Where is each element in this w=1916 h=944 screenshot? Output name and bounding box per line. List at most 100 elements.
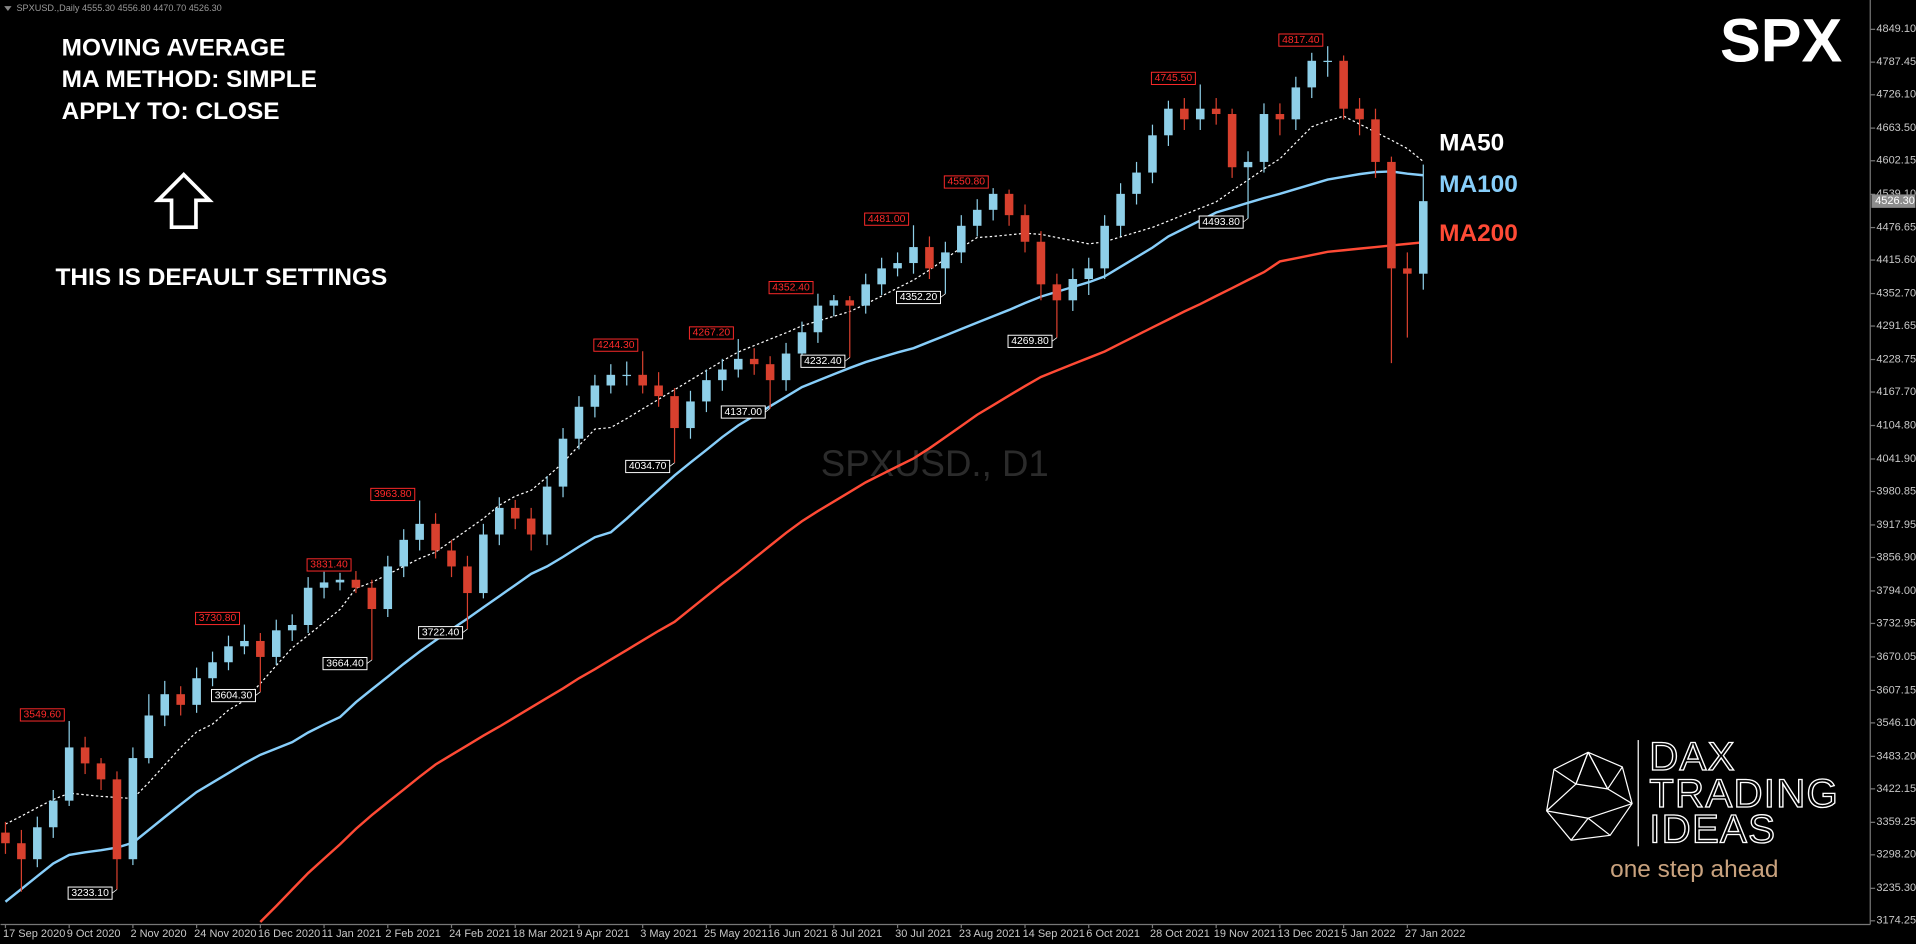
candle-body xyxy=(64,747,74,801)
candle-body xyxy=(813,305,823,333)
candle-body xyxy=(1387,161,1396,269)
x-tick-label: 13 Dec 2021 xyxy=(1277,928,1339,940)
x-tick-label: 16 Jun 2021 xyxy=(768,928,828,940)
logo-shape xyxy=(1546,751,1633,841)
low-label-leader xyxy=(765,408,771,413)
high-label-box xyxy=(195,611,241,626)
low-label: 4232.40 xyxy=(804,356,842,367)
candle-body xyxy=(526,518,536,535)
candle-body xyxy=(877,268,886,285)
candle-body xyxy=(749,358,759,365)
y-tick-label: 3298.20 xyxy=(1876,849,1916,861)
high-label-box xyxy=(864,212,910,226)
candle-body xyxy=(1036,241,1046,285)
candle-body xyxy=(861,284,870,306)
candle-body xyxy=(1259,114,1269,162)
candle-body xyxy=(48,800,58,828)
low-label-box xyxy=(1007,334,1053,348)
high-label: 3730.80 xyxy=(199,613,237,624)
candle-body xyxy=(160,694,170,716)
x-tick-label: 8 Jul 2021 xyxy=(831,928,882,940)
x-tick-label: 27 Jan 2022 xyxy=(1405,928,1465,940)
y-tick-label: 4787.45 xyxy=(1876,56,1916,68)
high-label-box xyxy=(370,487,416,502)
y-tick-label: 3235.30 xyxy=(1876,882,1916,894)
watermark: SPXUSD., D1 xyxy=(821,443,1049,484)
candle-body xyxy=(1291,87,1301,120)
low-label: 3233.10 xyxy=(71,888,109,899)
y-tick-label: 3546.10 xyxy=(1876,717,1916,729)
candle-body xyxy=(319,582,329,588)
y-tick-label: 4228.75 xyxy=(1876,353,1916,365)
candle-body xyxy=(654,385,663,397)
candle-body xyxy=(479,534,488,594)
x-tick-label: 23 Aug 2021 xyxy=(959,928,1021,940)
x-tick-label: 24 Nov 2020 xyxy=(194,928,256,940)
candle-body xyxy=(1132,172,1141,194)
candle-body xyxy=(240,640,249,647)
y-tick-label: 4539.10 xyxy=(1876,188,1916,200)
x-tick-label: 3 May 2021 xyxy=(640,928,697,940)
candle-body xyxy=(1052,284,1062,301)
y-tick-label: 4104.80 xyxy=(1876,419,1916,431)
x-tick-label: 2 Feb 2021 xyxy=(385,928,441,940)
high-label-box xyxy=(768,281,814,295)
x-tick-label: 30 Jul 2021 xyxy=(895,928,952,940)
x-tick-label: 6 Oct 2021 xyxy=(1086,928,1140,940)
candle-body xyxy=(718,369,727,381)
candle-body xyxy=(1339,60,1348,109)
x-tick-label: 19 Nov 2021 xyxy=(1214,928,1276,940)
last-price-box xyxy=(1871,194,1916,208)
x-tick-label: 2 Nov 2020 xyxy=(130,928,186,940)
candle-body xyxy=(1211,108,1221,115)
candle-body xyxy=(17,843,26,860)
low-label-leader xyxy=(462,628,468,634)
logo-text: IDEAS xyxy=(1649,806,1776,851)
candle-body xyxy=(1243,161,1253,168)
candle-body xyxy=(781,353,791,381)
logo-text: DAX xyxy=(1649,734,1736,779)
low-label: 3604.30 xyxy=(215,690,253,701)
candle-body xyxy=(287,625,297,631)
candle-body xyxy=(957,225,966,253)
annotation: APPLY TO: CLOSE xyxy=(62,98,280,125)
candle-body xyxy=(925,247,934,269)
high-label: 4481.00 xyxy=(868,214,906,225)
ma-line xyxy=(4,170,1424,903)
logo xyxy=(1545,740,1639,847)
y-tick-label: 4726.10 xyxy=(1876,89,1916,101)
candle-body xyxy=(415,523,424,540)
y-tick-label: 3670.05 xyxy=(1876,651,1916,663)
candle-body xyxy=(1116,193,1125,226)
candle-body xyxy=(941,252,950,269)
candle-body xyxy=(797,332,807,354)
logo-shape xyxy=(1545,751,1633,841)
candle-body xyxy=(972,209,982,226)
legend-label: MA50 xyxy=(1439,130,1504,157)
candle-body xyxy=(702,380,711,402)
candle-body xyxy=(351,579,361,588)
y-tick-label: 4476.65 xyxy=(1876,221,1916,233)
y-tick-label: 4352.70 xyxy=(1876,287,1916,299)
low-label-leader xyxy=(255,691,261,696)
high-label-box xyxy=(19,708,65,722)
high-label: 4817.40 xyxy=(1282,35,1320,46)
candle-body xyxy=(447,550,456,567)
candle-body xyxy=(1419,201,1428,274)
high-label-box xyxy=(1278,33,1324,47)
candle-body xyxy=(1,832,10,844)
ma-line xyxy=(259,241,1424,923)
candle-body xyxy=(144,715,154,759)
x-tick-label: 11 Jan 2021 xyxy=(322,928,382,940)
x-tick-label: 14 Sep 2021 xyxy=(1023,928,1085,940)
x-tick-label: 9 Apr 2021 xyxy=(577,928,630,940)
candle-body xyxy=(1355,108,1364,120)
logo-text: TRADING xyxy=(1649,771,1839,816)
candle-body xyxy=(256,640,265,657)
y-tick-label: 4415.60 xyxy=(1876,254,1916,266)
candle-body xyxy=(271,630,281,657)
candle-body xyxy=(1164,108,1173,136)
candle-body xyxy=(1275,114,1285,120)
low-label: 4269.80 xyxy=(1011,336,1049,347)
